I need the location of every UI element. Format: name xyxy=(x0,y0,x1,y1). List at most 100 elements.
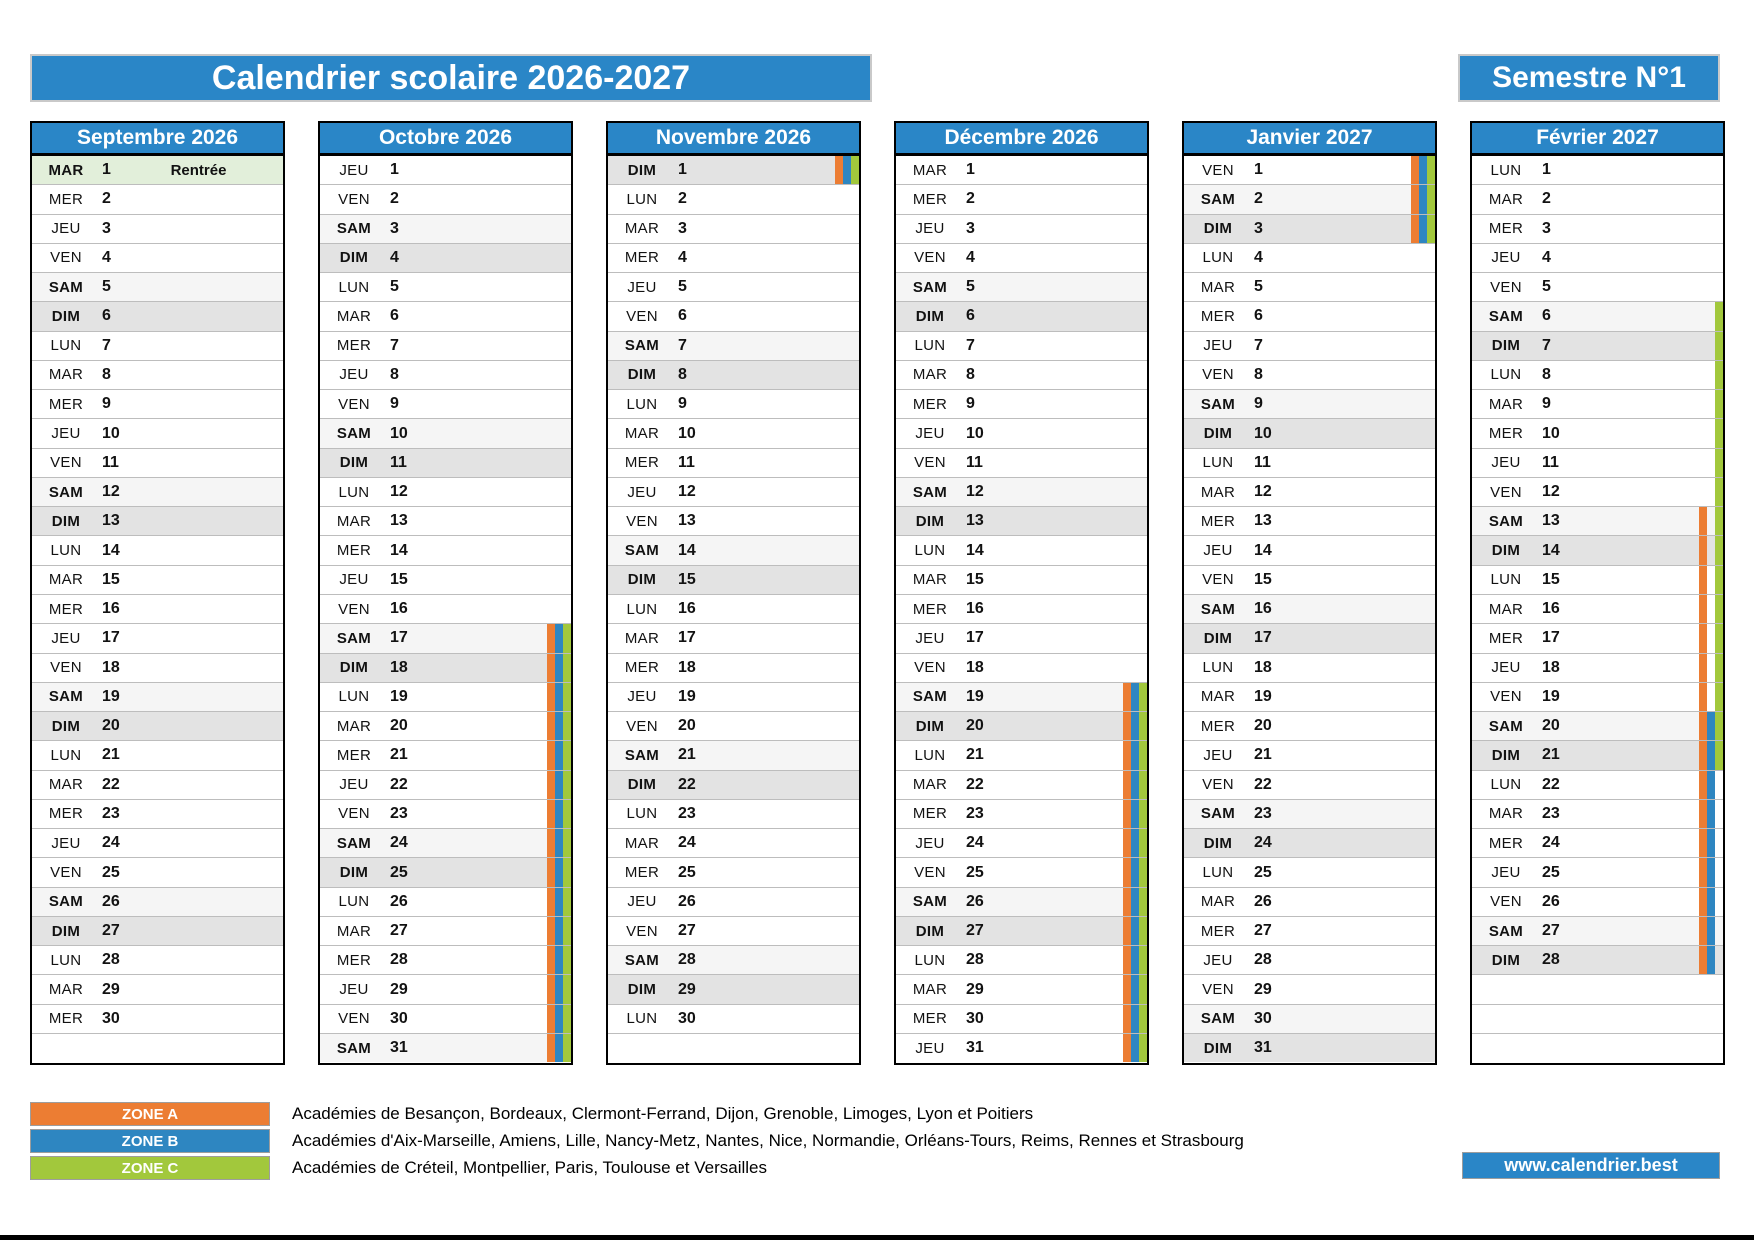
website-link[interactable]: www.calendrier.best xyxy=(1462,1152,1720,1179)
day-name: MAR xyxy=(912,776,948,794)
zone-a-stripe xyxy=(1699,507,1707,536)
day-number: 29 xyxy=(102,980,120,998)
day-name: VEN xyxy=(1202,981,1234,999)
zone-c-stripe xyxy=(563,770,571,799)
day-name: JEU xyxy=(915,834,945,852)
day-name: LUN xyxy=(1490,571,1522,589)
day-name: DIM xyxy=(1491,746,1521,764)
zone-b-stripe xyxy=(843,156,851,185)
day-name: MAR xyxy=(1200,893,1236,911)
day-name: MER xyxy=(912,600,948,618)
day-row: VEN 20 xyxy=(608,711,859,741)
day-number: 6 xyxy=(390,307,399,325)
day-number: 26 xyxy=(1542,892,1560,910)
day-number: 24 xyxy=(966,834,984,852)
day-row: MER 27 xyxy=(1184,915,1435,946)
day-number: 19 xyxy=(678,687,696,705)
day-number: 11 xyxy=(1254,453,1271,471)
day-number: 24 xyxy=(1254,834,1272,852)
zone-b-stripe xyxy=(1131,858,1139,887)
day-name: MER xyxy=(1488,220,1524,238)
day-row: MAR 12 xyxy=(1184,476,1435,507)
month-title: Janvier 2027 xyxy=(1184,123,1435,156)
day-number: 20 xyxy=(1542,717,1560,735)
day-name: DIM xyxy=(627,981,657,999)
day-name: VEN xyxy=(914,249,946,267)
day-number: 27 xyxy=(102,922,120,940)
day-name: SAM xyxy=(1200,600,1236,618)
day-number: 28 xyxy=(1542,951,1560,969)
day-row: MER 10 xyxy=(1472,418,1723,448)
day-number: 15 xyxy=(1542,570,1560,588)
day-row: LUN 30 xyxy=(608,1003,859,1033)
day-number: 17 xyxy=(966,629,984,647)
day-row: JEU 22 xyxy=(320,769,571,799)
zone-b-stripe xyxy=(1131,1004,1139,1033)
day-name: DIM xyxy=(51,307,81,325)
zone-b-stripe xyxy=(1707,916,1715,946)
zone-c-stripe xyxy=(1139,799,1147,829)
zone-b-stripe xyxy=(555,1033,563,1063)
day-number: 11 xyxy=(678,453,695,471)
day-number: 6 xyxy=(102,307,111,325)
day-row: DIM 25 xyxy=(320,857,571,887)
day-row: LUN 19 xyxy=(320,681,571,712)
day-number: 18 xyxy=(966,658,984,676)
day-number: 22 xyxy=(966,775,984,793)
day-number: 8 xyxy=(966,365,975,383)
day-name: VEN xyxy=(626,307,658,325)
day-row: VEN 16 xyxy=(320,593,571,624)
day-number: 23 xyxy=(102,804,120,822)
day-name: DIM xyxy=(1203,1039,1233,1057)
day-row xyxy=(32,1032,283,1063)
day-number: 28 xyxy=(390,951,408,969)
month-column: Décembre 2026 MAR 1 MER 2 JEU 3 VEN 4 SAM 5 DIM 6 LUN… xyxy=(894,121,1149,1065)
zone-a-stripe xyxy=(547,653,555,682)
day-number: 19 xyxy=(102,687,120,705)
day-number: 10 xyxy=(390,424,408,442)
day-number: 5 xyxy=(390,278,399,296)
zone-c-stripe xyxy=(1715,448,1723,477)
day-number: 15 xyxy=(966,570,984,588)
day-row: LUN 22 xyxy=(1472,769,1723,799)
zone-a-stripe xyxy=(1699,887,1707,916)
zone-c-stripe xyxy=(1715,565,1723,594)
month-column: Janvier 2027 VEN 1 SAM 2 DIM 3 LUN 4 MAR 5 MER 6 JEU 7… xyxy=(1182,121,1437,1065)
legend-row-zone-c: ZONE C Académies de Créteil, Montpellier… xyxy=(30,1156,767,1180)
day-number: 9 xyxy=(102,395,111,413)
day-number: 7 xyxy=(1254,336,1263,354)
day-name: DIM xyxy=(339,864,369,881)
zone-a-stripe xyxy=(547,712,555,741)
day-row: JEU 25 xyxy=(1472,857,1723,887)
day-name: JEU xyxy=(1491,249,1521,267)
zone-a-description: Académies de Besançon, Bordeaux, Clermon… xyxy=(292,1104,1034,1123)
day-row: JEU 10 xyxy=(896,418,1147,448)
day-row: MER 16 xyxy=(896,593,1147,624)
day-number: 7 xyxy=(966,336,975,354)
day-row: MAR 8 xyxy=(896,359,1147,390)
day-name: LUN xyxy=(626,805,658,823)
day-row: MER 3 xyxy=(1472,213,1723,243)
day-row: VEN 27 xyxy=(608,915,859,946)
day-row: LUN 14 xyxy=(896,535,1147,565)
day-name: VEN xyxy=(50,454,82,472)
day-number: 6 xyxy=(966,307,975,325)
day-row: MAR 20 xyxy=(320,711,571,741)
day-number: 26 xyxy=(678,892,696,910)
day-name: DIM xyxy=(915,512,945,530)
day-name: VEN xyxy=(1490,893,1522,911)
day-row: SAM 3 xyxy=(320,213,571,243)
day-number: 27 xyxy=(1542,922,1560,940)
day-row: SAM 24 xyxy=(320,828,571,858)
day-name: MER xyxy=(48,805,84,823)
day-name: JEU xyxy=(1491,454,1521,472)
day-row: MAR 2 xyxy=(1472,184,1723,214)
zone-a-stripe xyxy=(1123,712,1131,741)
zone-a-stripe xyxy=(1123,741,1131,770)
day-name: SAM xyxy=(48,483,84,501)
zone-b-stripe xyxy=(1707,946,1715,975)
day-number: 16 xyxy=(1542,600,1560,618)
day-number: 25 xyxy=(966,863,984,881)
day-number: 16 xyxy=(966,600,984,618)
day-name: DIM xyxy=(339,454,369,472)
